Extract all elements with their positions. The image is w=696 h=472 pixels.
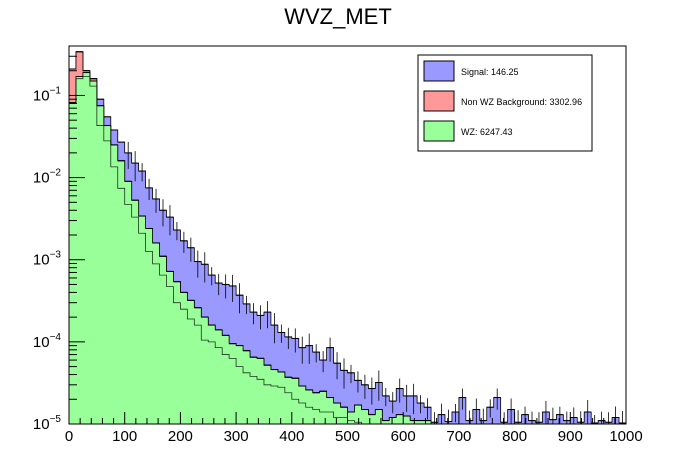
legend: Signal: 146.25 Non WZ Background: 3302.96… [417,54,593,152]
x-tick-label: 800 [502,428,527,445]
x-tick-label: 300 [224,428,249,445]
axes: 0 100 200 300 400 500 600 700 800 900 100010−510−4… [33,55,643,445]
x-tick-label: 400 [279,428,304,445]
legend-label: Signal: 146.25 [461,67,519,77]
legend-swatch [423,120,455,142]
x-tick-label: 100 [112,428,137,445]
x-tick-label: 900 [558,428,583,445]
legend-label: WZ: 6247.43 [461,127,513,137]
chart-title: WVZ_MET [284,4,392,29]
series-outline-signal [69,51,626,424]
x-tick-label: 0 [65,428,73,445]
x-tick-label: 200 [168,428,193,445]
legend-swatch [423,90,455,112]
x-tick-label: 500 [335,428,360,445]
series-area-wz [69,72,626,425]
x-tick-label: 700 [446,428,471,445]
x-tick-label: 1000 [609,428,642,445]
legend-swatch [423,60,455,82]
x-tick-label: 600 [391,428,416,445]
legend-label: Non WZ Background: 3302.96 [461,97,582,107]
